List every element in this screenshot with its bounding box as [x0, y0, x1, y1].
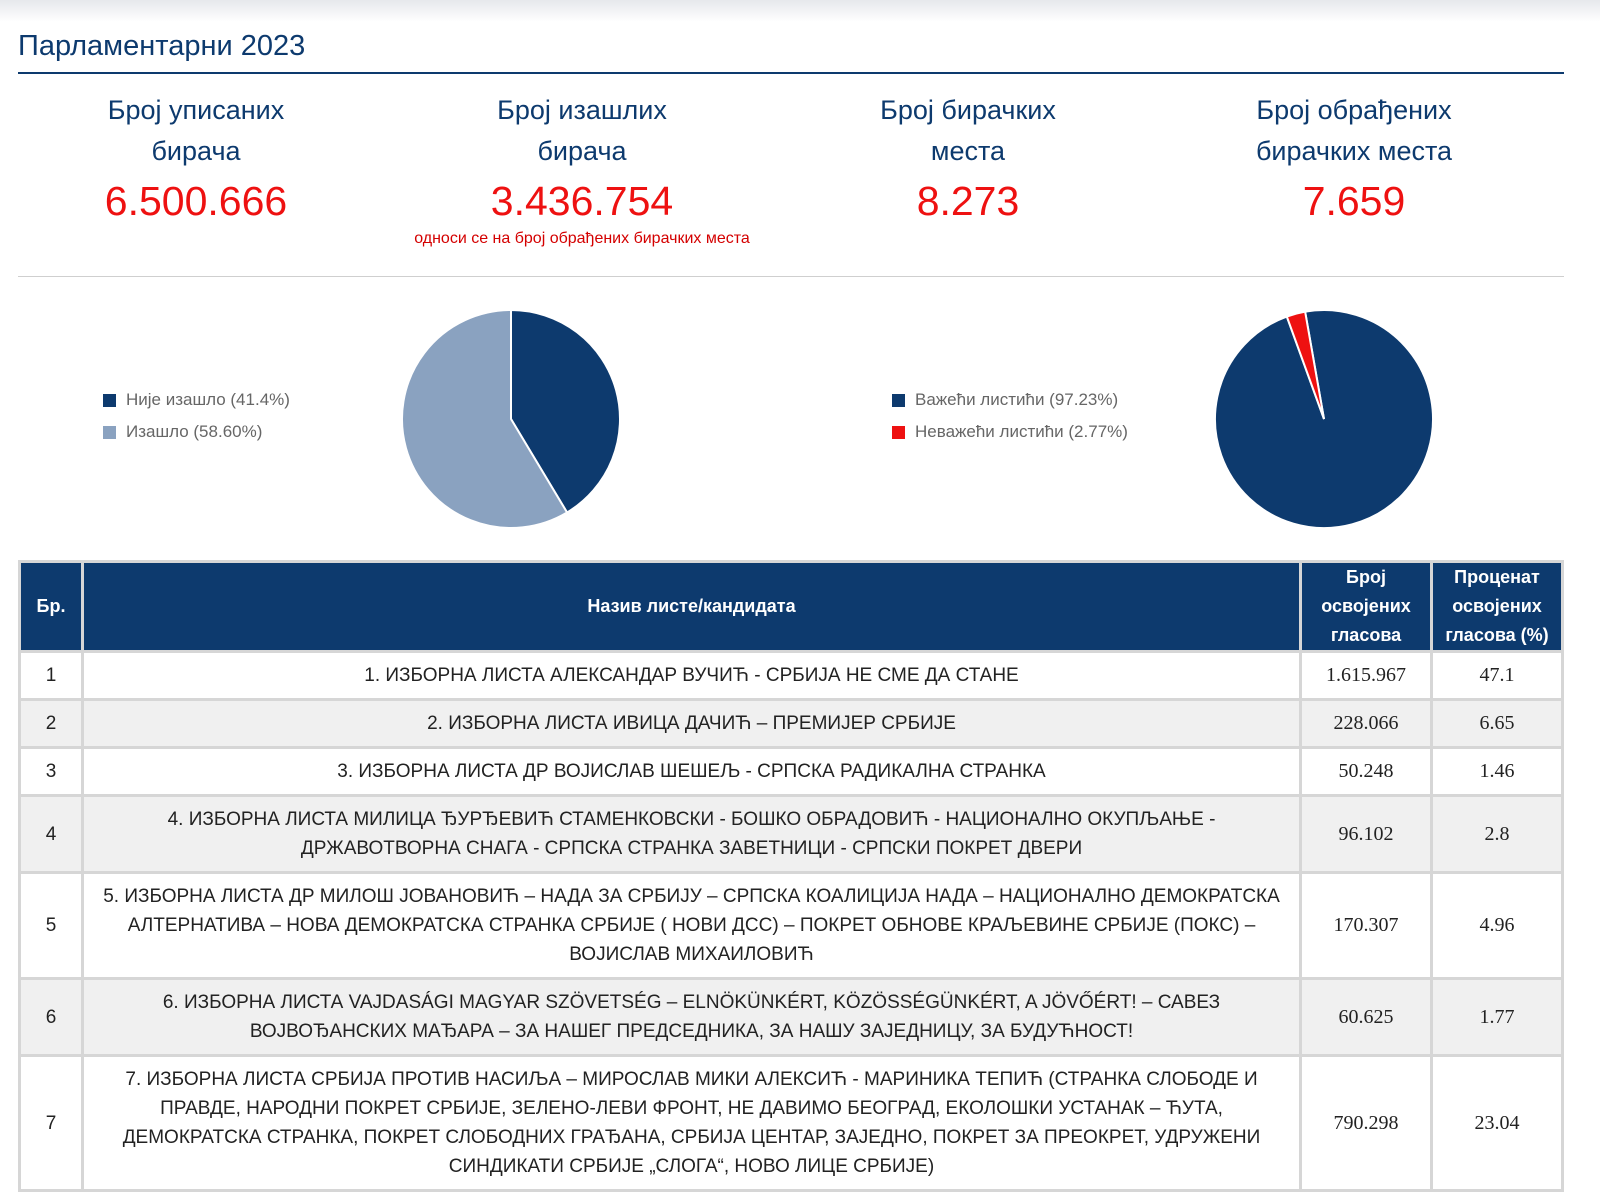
stat-label: бирачких места — [1255, 136, 1453, 166]
cell-votes: 170.307 — [1299, 871, 1433, 980]
stat-polling-stations: Број бирачких места 8.273 — [818, 90, 1118, 226]
stat-registered-voters: Број уписаних бирача 6.500.666 — [46, 90, 346, 226]
title-divider — [18, 72, 1564, 74]
cell-no: 3 — [18, 746, 84, 797]
ballots-pie-chart — [1214, 309, 1434, 529]
cell-votes: 1.615.967 — [1299, 650, 1433, 701]
legend-item: Није изашло (41.4%) — [103, 384, 290, 416]
stat-value: 7.659 — [1302, 178, 1406, 224]
cell-list-name: 4. ИЗБОРНА ЛИСТА МИЛИЦА ЂУРЂЕВИЋ СТАМЕНК… — [81, 794, 1302, 874]
stat-label: Број бирачких — [880, 95, 1056, 125]
table-row: 5 5. ИЗБОРНА ЛИСТА ДР МИЛОШ ЈОВАНОВИЋ – Н… — [18, 871, 1564, 980]
cell-no: 2 — [18, 698, 84, 749]
page-title: Парламентарни 2023 — [18, 30, 306, 62]
turnout-legend: Није изашло (41.4%) Изашло (58.60%) — [103, 384, 290, 448]
cell-percent: 4.96 — [1430, 871, 1564, 980]
stats-row: Број уписаних бирача 6.500.666 Број изаш… — [18, 90, 1564, 280]
table-row: 7 7. ИЗБОРНА ЛИСТА СРБИЈА ПРОТИВ НАСИЉА –… — [18, 1054, 1564, 1192]
stat-label: Број уписаних — [107, 95, 285, 125]
cell-percent: 6.65 — [1430, 698, 1564, 749]
cell-no: 5 — [18, 871, 84, 980]
cell-list-name: 3. ИЗБОРНА ЛИСТА ДР ВОЈИСЛАВ ШЕШЕЉ - СРП… — [81, 746, 1302, 797]
pie-slice-1 — [401, 308, 569, 529]
cell-no: 6 — [18, 977, 84, 1057]
legend-item: Важећи листићи (97.23%) — [892, 384, 1128, 416]
stat-label: Број изашлих — [497, 95, 667, 125]
table-row: 1 1. ИЗБОРНА ЛИСТА АЛЕКСАНДАР ВУЧИЋ - СРБ… — [18, 650, 1564, 701]
stat-value: 3.436.754 — [490, 178, 674, 224]
header-list-name: Назив листе/кандидата — [81, 560, 1302, 653]
turnout-pie-chart — [401, 308, 621, 529]
legend-swatch-not-voted — [103, 393, 116, 407]
table-header-row: Бр. Назив листе/кандидата Број освојених… — [18, 560, 1564, 653]
cell-no: 1 — [18, 650, 84, 701]
cell-votes: 96.102 — [1299, 794, 1433, 874]
legend-swatch-invalid — [892, 425, 905, 439]
header-percent: Проценат освојених гласова (%) — [1430, 560, 1564, 653]
legend-swatch-valid — [892, 393, 905, 407]
legend-label: Није изашло (41.4%) — [126, 390, 290, 409]
table-row: 4 4. ИЗБОРНА ЛИСТА МИЛИЦА ЂУРЂЕВИЋ СТАМЕН… — [18, 794, 1564, 874]
cell-votes: 60.625 — [1299, 977, 1433, 1057]
cell-votes: 790.298 — [1299, 1054, 1433, 1192]
cell-list-name: 5. ИЗБОРНА ЛИСТА ДР МИЛОШ ЈОВАНОВИЋ – НА… — [81, 871, 1302, 980]
table-row: 6 6. ИЗБОРНА ЛИСТА VAJDASÁGI MAGYAR SZÖVE… — [18, 977, 1564, 1057]
legend-swatch-voted — [103, 425, 116, 439]
table-row: 2 2. ИЗБОРНА ЛИСТА ИВИЦА ДАЧИЋ – ПРЕМИЈЕР… — [18, 698, 1564, 749]
cell-percent: 47.1 — [1430, 650, 1564, 701]
stat-label: Број обрађених — [1256, 95, 1452, 125]
cell-list-name: 2. ИЗБОРНА ЛИСТА ИВИЦА ДАЧИЋ – ПРЕМИЈЕР … — [81, 698, 1302, 749]
stat-processed-stations: Број обрађених бирачких места 7.659 — [1204, 90, 1504, 226]
cell-list-name: 7. ИЗБОРНА ЛИСТА СРБИЈА ПРОТИВ НАСИЉА – … — [81, 1054, 1302, 1192]
header-votes: Број освојених гласова — [1299, 560, 1433, 653]
stats-divider — [18, 276, 1564, 277]
legend-item: Изашло (58.60%) — [103, 416, 290, 448]
stat-label: места — [930, 136, 1006, 166]
cell-percent: 23.04 — [1430, 1054, 1564, 1192]
ballots-legend: Важећи листићи (97.23%) Неважећи листићи… — [892, 384, 1128, 448]
legend-label: Важећи листићи (97.23%) — [915, 390, 1119, 409]
browser-top-bar — [0, 0, 1600, 22]
stat-label: бирача — [151, 136, 241, 166]
stat-note: односи се на број обрађених бирачких мес… — [414, 230, 750, 247]
cell-list-name: 6. ИЗБОРНА ЛИСТА VAJDASÁGI MAGYAR SZÖVET… — [81, 977, 1302, 1057]
cell-votes: 228.066 — [1299, 698, 1433, 749]
cell-percent: 1.77 — [1430, 977, 1564, 1057]
cell-percent: 2.8 — [1430, 794, 1564, 874]
cell-percent: 1.46 — [1430, 746, 1564, 797]
stat-turnout: Број изашлих бирача 3.436.754 односи се … — [414, 90, 750, 251]
pie-slice-1 — [1285, 310, 1325, 420]
cell-votes: 50.248 — [1299, 746, 1433, 797]
stat-value: 8.273 — [916, 178, 1020, 224]
cell-list-name: 1. ИЗБОРНА ЛИСТА АЛЕКСАНДАР ВУЧИЋ - СРБИ… — [81, 650, 1302, 701]
legend-label: Неважећи листићи (2.77%) — [915, 422, 1128, 441]
cell-no: 7 — [18, 1054, 84, 1192]
pie-slice-0 — [510, 308, 621, 514]
legend-label: Изашло (58.60%) — [126, 422, 263, 441]
stat-label: бирача — [537, 136, 627, 166]
stat-value: 6.500.666 — [104, 178, 288, 224]
cell-no: 4 — [18, 794, 84, 874]
header-no: Бр. — [18, 560, 84, 653]
table-row: 3 3. ИЗБОРНА ЛИСТА ДР ВОЈИСЛАВ ШЕШЕЉ - СР… — [18, 746, 1564, 797]
legend-item: Неважећи листићи (2.77%) — [892, 416, 1128, 448]
results-table: Бр. Назив листе/кандидата Број освојених… — [18, 560, 1564, 1192]
